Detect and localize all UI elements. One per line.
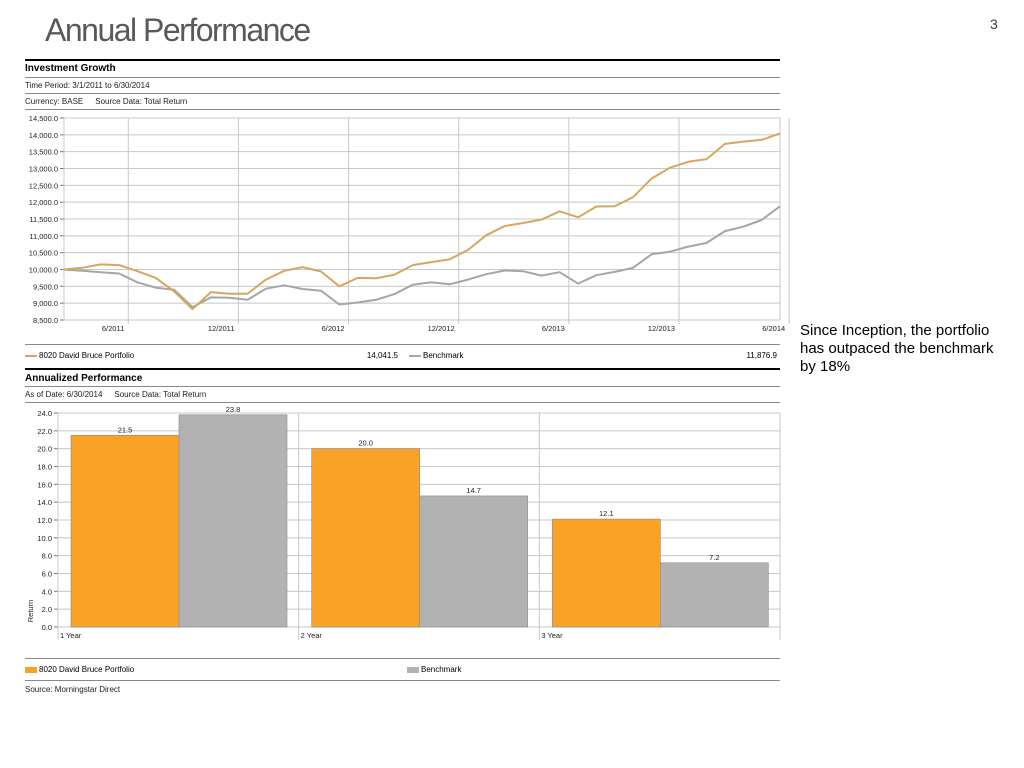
legend-label: 8020 David Bruce Portfolio	[39, 665, 135, 674]
section-rule	[25, 59, 780, 61]
bar-value-label: 23.8	[226, 405, 241, 414]
section-divider	[25, 109, 780, 110]
x-tick-label: 12/2013	[648, 324, 675, 333]
category-label: 3 Year	[541, 631, 563, 640]
x-tick-label: 12/2011	[208, 324, 235, 333]
category-label: 2 Year	[301, 631, 323, 640]
bar-value-label: 12.1	[599, 509, 614, 518]
x-tick-label: 6/2012	[322, 324, 345, 333]
legend-swatch	[409, 354, 421, 357]
x-tick-label: 6/2014	[762, 324, 785, 333]
section-divider	[25, 386, 780, 387]
section-rule	[25, 368, 780, 370]
x-tick-label: 12/2012	[428, 324, 455, 333]
y-tick-label: 13,500.0	[29, 148, 58, 157]
annualized-source-data: Source Data: Total Return	[114, 390, 207, 399]
growth-meta: Currency: BASE Source Data: Total Return	[25, 97, 187, 106]
legend-label: Benchmark	[421, 665, 462, 674]
benchmark-bar	[178, 414, 288, 628]
section-divider	[25, 680, 780, 681]
section-divider	[25, 658, 780, 659]
y-tick-label: 13,000.0	[29, 165, 58, 174]
page-title: Annual Performance	[45, 12, 311, 48]
y-tick-label: 2.0	[42, 605, 52, 614]
y-tick-label: 8.0	[42, 552, 52, 561]
y-tick-label: 12.0	[37, 516, 52, 525]
growth-legend: 8020 David Bruce Portfolio 14,041.5 Benc…	[25, 351, 780, 363]
legend-swatch	[25, 666, 37, 673]
bar-value-label: 21.5	[118, 425, 133, 434]
inception-callout: Since Inception, the portfolio has outpa…	[800, 322, 994, 375]
y-tick-label: 16.0	[37, 480, 52, 489]
growth-time-period: Time Period: 3/1/2011 to 6/30/2014	[25, 81, 150, 90]
legend-swatch	[407, 666, 419, 673]
y-tick-label: 12,000.0	[29, 198, 58, 207]
y-tick-label: 24.0	[37, 409, 52, 418]
y-tick-label: 9,500.0	[33, 282, 58, 291]
y-tick-label: 14,500.0	[29, 114, 58, 123]
section-divider	[25, 77, 780, 78]
annualized-meta: As of Date: 6/30/2014 Source Data: Total …	[25, 390, 206, 399]
legend-swatch	[25, 354, 37, 357]
y-axis-label: Return	[26, 600, 35, 623]
growth-title: Investment Growth	[25, 63, 116, 74]
section-divider	[25, 402, 780, 403]
source-note: Source: Morningstar Direct	[25, 685, 121, 694]
category-label: 1 Year	[60, 631, 82, 640]
section-divider	[25, 344, 780, 345]
page-number: 3	[990, 16, 998, 32]
y-tick-label: 22.0	[37, 427, 52, 436]
legend-value-portfolio: 14,041.5	[366, 351, 398, 360]
legend-item-portfolio: 8020 David Bruce Portfolio	[25, 665, 134, 674]
y-tick-label: 10,000.0	[29, 266, 58, 275]
annualized-as-of: As of Date: 6/30/2014	[25, 390, 103, 399]
y-tick-label: 10.0	[37, 534, 52, 543]
legend-item-benchmark: Benchmark	[409, 351, 463, 360]
portfolio-bar	[552, 518, 661, 628]
legend-item-benchmark: Benchmark	[407, 665, 461, 674]
y-tick-label: 11,000.0	[29, 232, 58, 241]
benchmark-bar	[660, 562, 769, 628]
benchmark-line	[63, 205, 781, 309]
legend-label: 8020 David Bruce Portfolio	[39, 351, 135, 360]
y-tick-label: 20.0	[37, 445, 52, 454]
y-tick-label: 14,000.0	[29, 131, 58, 140]
annualized-performance-chart: 0.0 2.0 4.0 6.0 8.0 10.0 12.0 14.0 16.0 18.0 20.0 2…	[26, 405, 781, 640]
y-tick-label: 18.0	[37, 463, 52, 472]
section-divider	[25, 93, 780, 94]
benchmark-bar	[419, 495, 528, 628]
annualized-legend: 8020 David Bruce Portfolio Benchmark	[25, 665, 780, 677]
legend-item-portfolio: 8020 David Bruce Portfolio	[25, 351, 134, 360]
portfolio-bar	[70, 434, 180, 628]
y-tick-label: 9,000.0	[33, 299, 58, 308]
growth-currency: Currency: BASE	[25, 97, 84, 106]
x-tick-label: 6/2013	[542, 324, 565, 333]
bar-value-label: 7.2	[709, 553, 719, 562]
portfolio-bar	[311, 448, 420, 628]
y-tick-label: 8,500.0	[33, 316, 58, 325]
bar-value-label: 14.7	[466, 486, 481, 495]
y-tick-label: 4.0	[42, 587, 52, 596]
y-tick-label: 11,500.0	[29, 215, 58, 224]
y-tick-label: 12,500.0	[29, 181, 58, 190]
y-tick-label: 0.0	[42, 623, 52, 632]
y-tick-label: 14.0	[37, 498, 52, 507]
annualized-title: Annualized Performance	[25, 373, 143, 384]
growth-source-data: Source Data: Total Return	[95, 97, 188, 106]
x-tick-label: 6/2011	[102, 324, 124, 333]
legend-label: Benchmark	[423, 351, 464, 360]
legend-value-benchmark: 11,876.9	[746, 351, 777, 360]
portfolio-line	[63, 132, 781, 311]
y-tick-label: 6.0	[42, 570, 52, 579]
y-tick-label: 10,500.0	[29, 249, 58, 258]
investment-growth-chart: 8,500.0 9,000.0 9,500.0 10,000.0 10,500.0 11,…	[29, 114, 790, 333]
bar-value-label: 20.0	[358, 439, 373, 448]
